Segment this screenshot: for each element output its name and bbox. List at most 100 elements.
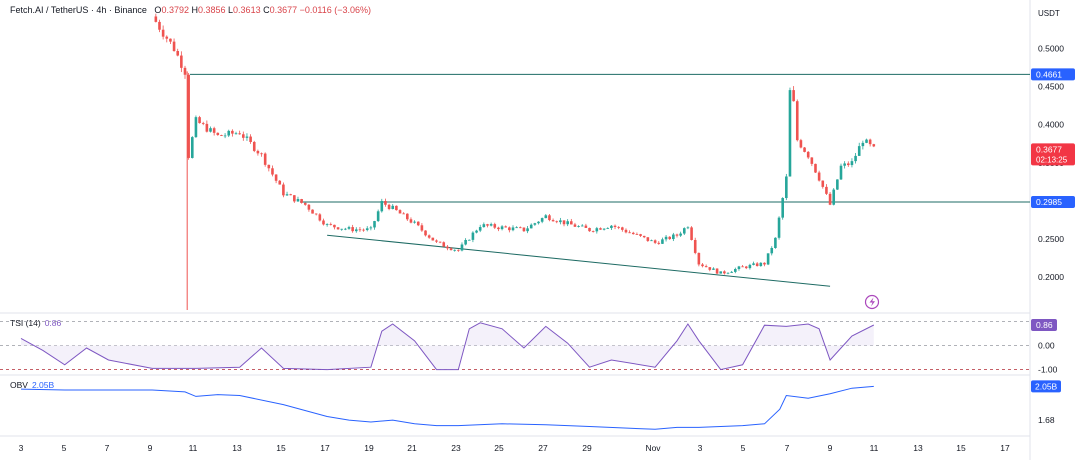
- candle-body: [522, 227, 526, 232]
- candle-body: [613, 225, 617, 227]
- candle-body: [398, 210, 402, 214]
- candle-body: [395, 205, 398, 211]
- candle-body: [529, 224, 533, 229]
- price-tag-bg: [1031, 68, 1075, 81]
- candle-body: [449, 248, 453, 251]
- candle-body: [817, 172, 821, 181]
- candle-body: [497, 227, 500, 230]
- candle-body: [511, 227, 515, 231]
- candle-body: [562, 220, 566, 225]
- time-tick-label: 5: [62, 443, 67, 453]
- candle-body: [303, 202, 307, 205]
- candle-body: [249, 136, 252, 142]
- time-tick-label: 3: [19, 443, 24, 453]
- candle-body: [384, 201, 387, 205]
- candle-body: [354, 229, 358, 232]
- candle-body: [701, 264, 704, 267]
- candle-body: [329, 224, 333, 225]
- candle-body: [223, 135, 227, 137]
- candle-body: [194, 117, 198, 138]
- time-tick-label: 11: [189, 443, 198, 453]
- candle-body: [759, 262, 763, 267]
- tsi-tick-label: 0.00: [1038, 341, 1055, 351]
- candle-body: [198, 117, 201, 124]
- close-value: 0.3677: [269, 5, 298, 15]
- candle-body: [621, 227, 624, 230]
- candle-body: [508, 227, 511, 231]
- candle-body: [475, 230, 478, 233]
- candles-group: [154, 13, 876, 310]
- candle-body: [176, 51, 180, 56]
- candle-body: [289, 194, 292, 196]
- obv-line: [20, 385, 874, 430]
- candle-body: [573, 224, 577, 227]
- candle-body: [242, 134, 245, 138]
- candle-body: [274, 174, 278, 181]
- low-label: L: [228, 5, 234, 15]
- candle-body: [431, 237, 435, 241]
- candle-body: [158, 21, 161, 30]
- time-tick-label: 13: [913, 443, 923, 453]
- price-tick-label: 0.5000: [1038, 43, 1064, 53]
- candle-body: [639, 234, 642, 236]
- candle-body: [300, 199, 303, 203]
- lightning-alert-icon[interactable]: [864, 294, 880, 310]
- candle-body: [854, 155, 857, 162]
- candle-body: [664, 236, 668, 240]
- candle-body: [504, 226, 508, 228]
- candle-body: [777, 217, 781, 238]
- high-value: 0.3856: [197, 5, 226, 15]
- candle-body: [803, 147, 806, 152]
- candle-body: [843, 163, 846, 166]
- candle-body: [628, 232, 631, 234]
- candle-body: [285, 194, 289, 196]
- tsi-value-label: 0.86: [1036, 320, 1053, 330]
- candle-body: [650, 240, 653, 242]
- candle-body: [755, 263, 759, 267]
- candle-body: [661, 239, 664, 244]
- price-tick-label: 0.4500: [1038, 82, 1064, 92]
- candle-body: [540, 218, 544, 222]
- candle-body: [307, 204, 311, 210]
- change-value: −0.0116 (−3.06%): [299, 5, 372, 15]
- candle-body: [180, 55, 183, 68]
- price-tick-label: 0.2000: [1038, 272, 1064, 282]
- tsi-label: TSI (14): [10, 318, 41, 328]
- tsi-legend-value: 0.86: [44, 318, 62, 328]
- candle-body: [624, 229, 628, 233]
- candle-body: [362, 229, 365, 231]
- price-tag-bg: [1031, 143, 1075, 166]
- candle-body: [190, 137, 194, 158]
- candle-body: [708, 267, 712, 270]
- candle-body: [551, 220, 555, 222]
- high-label: H: [191, 5, 198, 15]
- candle-body: [358, 229, 362, 231]
- candle-body: [861, 142, 865, 147]
- time-tick-label: 27: [538, 443, 548, 453]
- candle-body: [238, 133, 241, 135]
- time-tick-label: 21: [407, 443, 417, 453]
- candle-body: [467, 239, 471, 241]
- candle-body: [256, 150, 260, 154]
- open-label: O: [154, 5, 162, 15]
- time-tick-label: 13: [232, 443, 242, 453]
- candle-body: [774, 237, 777, 249]
- candle-body: [296, 199, 300, 202]
- candle-body: [446, 246, 449, 249]
- tsi-legend[interactable]: TSI (14) 0.86: [10, 318, 61, 328]
- candle-body: [442, 242, 446, 247]
- time-tick-label: 17: [320, 443, 330, 453]
- obv-legend[interactable]: OBV 2.05B: [10, 380, 54, 390]
- candle-body: [719, 271, 723, 274]
- candle-body: [584, 225, 588, 228]
- time-tick-label: 29: [582, 443, 592, 453]
- candle-body: [668, 236, 672, 240]
- candle-body: [610, 225, 613, 229]
- obv-label: OBV: [10, 380, 28, 390]
- candle-body: [631, 232, 635, 235]
- candle-body: [438, 241, 442, 243]
- candle-body: [351, 227, 354, 232]
- time-tick-label: 23: [451, 443, 461, 453]
- candle-body: [599, 228, 602, 230]
